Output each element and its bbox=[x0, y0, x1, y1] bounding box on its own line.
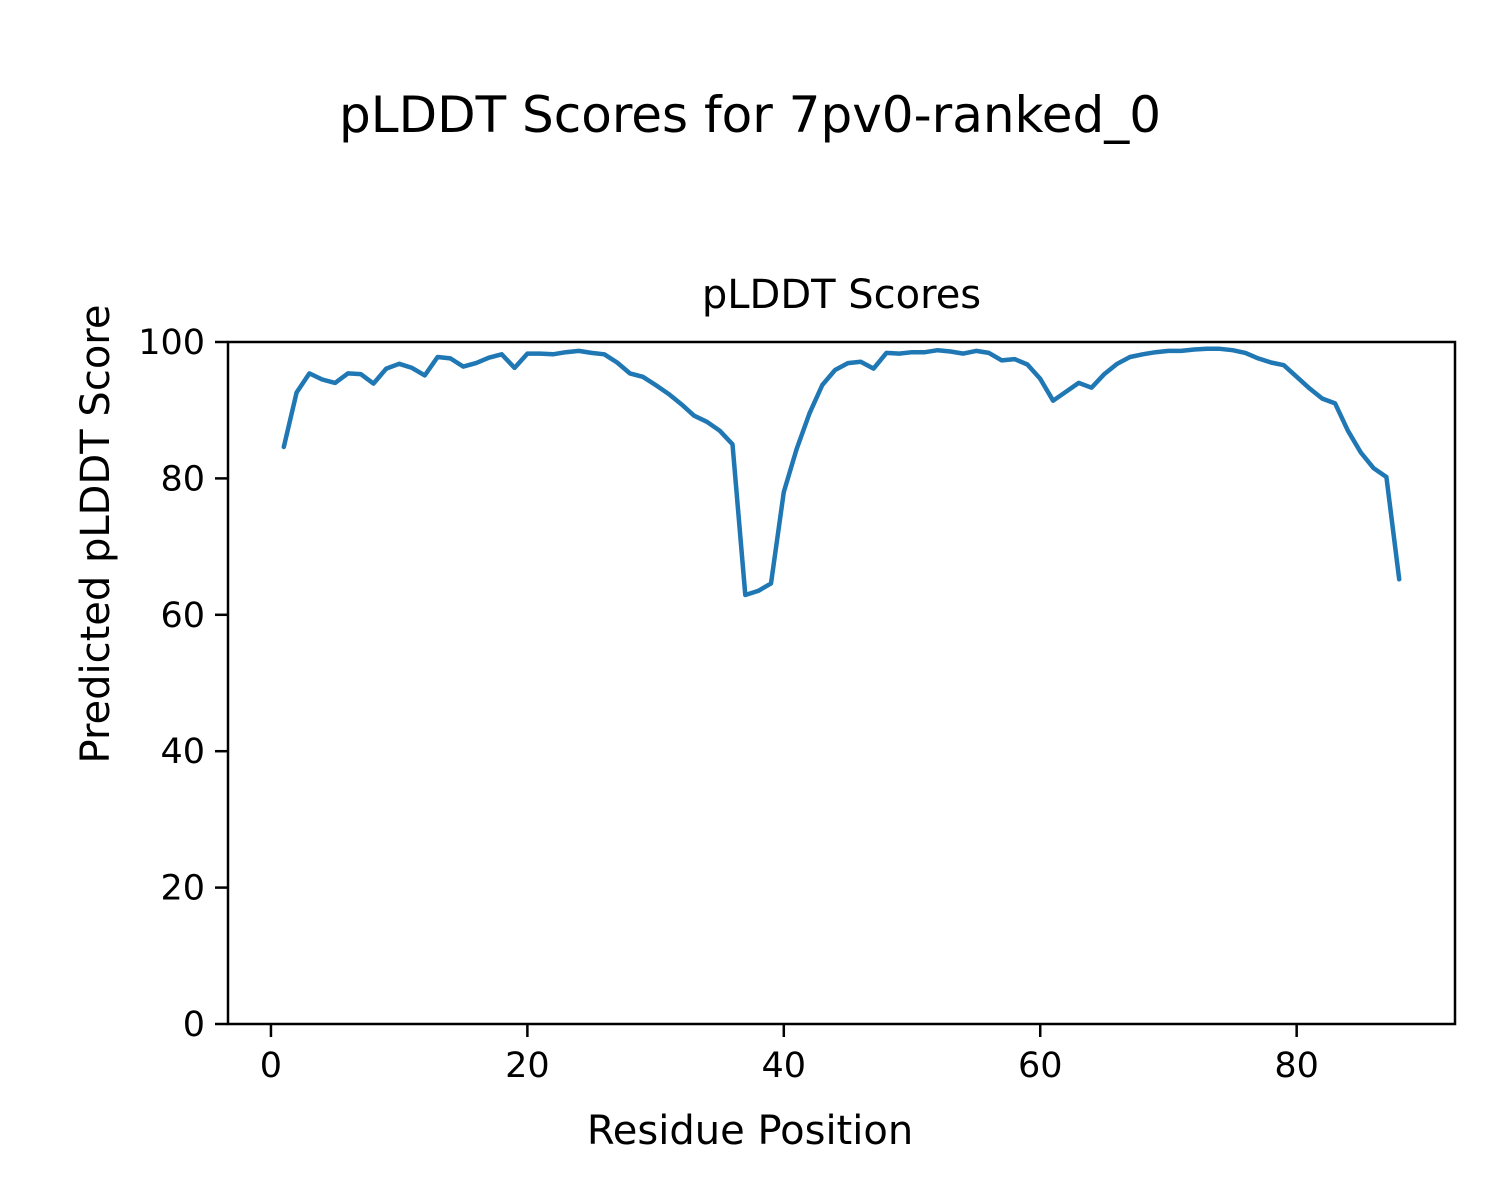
x-tick-label: 0 bbox=[260, 1046, 282, 1086]
y-tick-label: 0 bbox=[183, 1005, 205, 1045]
y-tick-label: 100 bbox=[138, 323, 205, 363]
y-tick-label: 80 bbox=[160, 459, 205, 499]
axis-tick-labels: 0 20 40 60 80 0 20 40 60 80 100 bbox=[138, 323, 1319, 1086]
axis-ticks bbox=[215, 340, 1298, 1037]
x-tick-label: 20 bbox=[505, 1046, 550, 1086]
x-axis-label: Residue Position bbox=[586, 1108, 914, 1154]
axes-spines bbox=[226, 340, 1457, 1026]
plddt-line bbox=[281, 346, 1402, 598]
y-tick-label: 60 bbox=[160, 596, 205, 636]
x-tick-label: 40 bbox=[762, 1046, 807, 1086]
y-tick-label: 40 bbox=[160, 732, 205, 772]
x-tick-label: 80 bbox=[1274, 1046, 1319, 1086]
y-tick-label: 20 bbox=[160, 869, 205, 909]
axes-title: pLDDT Scores bbox=[701, 272, 982, 318]
x-tick-label: 60 bbox=[1018, 1046, 1063, 1086]
figure-title: pLDDT Scores for 7pv0-ranked_0 bbox=[338, 86, 1162, 144]
